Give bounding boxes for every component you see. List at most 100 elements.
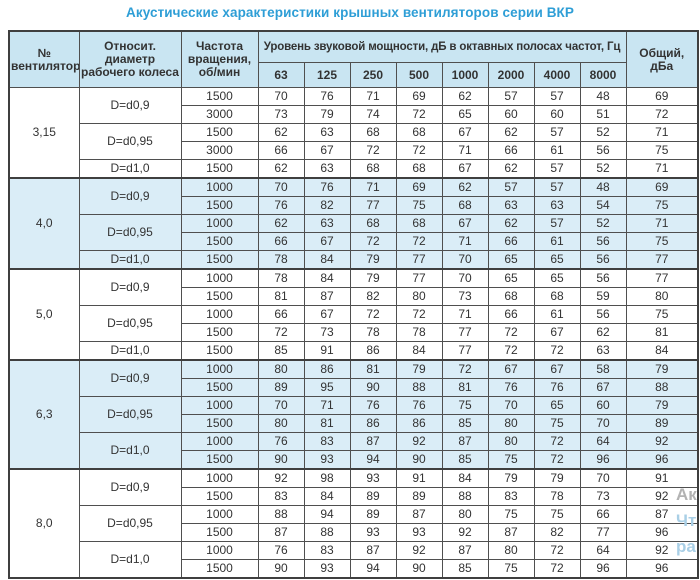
rpm-cell: 1500 [180, 232, 259, 251]
value-cell: 62 [257, 214, 305, 233]
value-cell: 73 [441, 287, 489, 306]
value-cell: 68 [349, 123, 397, 142]
value-cell: 67 [441, 123, 489, 142]
header-freq-1000: 1000 [441, 62, 489, 88]
table-row: 8,0 D=d0,9 1000 92 98 93 91 84 79 79 70 91 [8, 468, 699, 579]
value-cell: 66 [487, 141, 535, 160]
header-row-freqs: 63 125 250 500 1000 2000 4000 8000 [9, 62, 698, 88]
table-row: D=d0,95 1000 62 63 68 68 67 62 57 52 71 [9, 214, 699, 251]
value-cell: 84 [441, 468, 489, 488]
header-freq-250: 250 [349, 62, 397, 88]
value-cell: 91 [395, 468, 443, 488]
value-cell: 76 [257, 541, 305, 560]
value-cell: 92 [441, 523, 489, 542]
total-cell: 75 [625, 232, 699, 251]
value-cell: 90 [395, 450, 443, 470]
table-row: 5,0 D=d0,9 1000 78 84 79 77 70 65 65 56 77 [8, 268, 699, 361]
total-cell: 80 [625, 287, 699, 306]
total-cell: 71 [625, 214, 699, 233]
total-cell: 84 [625, 341, 699, 361]
header-freq-125: 125 [303, 62, 351, 88]
value-cell: 67 [487, 359, 535, 379]
value-cell: 68 [487, 287, 535, 306]
rpm-cell: 1500 [180, 159, 259, 179]
value-cell: 62 [487, 214, 535, 233]
value-cell: 72 [487, 323, 535, 342]
value-cell: 98 [303, 468, 351, 488]
value-cell: 70 [441, 268, 489, 288]
diameter-cell: D=d0,9 [78, 268, 182, 306]
table-row: 1500 83 84 89 89 88 83 78 73 92 [9, 487, 699, 506]
total-cell: 77 [625, 268, 699, 288]
value-cell: 72 [533, 450, 581, 470]
value-cell: 84 [395, 341, 443, 361]
value-cell: 83 [303, 432, 351, 451]
total-cell: 75 [625, 305, 699, 324]
value-cell: 77 [395, 268, 443, 288]
value-cell: 68 [441, 196, 489, 215]
value-cell: 89 [349, 505, 397, 524]
value-cell: 85 [441, 559, 489, 579]
value-cell: 84 [303, 268, 351, 288]
value-cell: 83 [487, 487, 535, 506]
rpm-cell: 1500 [180, 323, 259, 342]
fans-table: № вентилятора Относит. диаметр рабочего … [8, 30, 699, 579]
rpm-cell: 3000 [180, 141, 259, 160]
value-cell: 72 [349, 232, 397, 251]
header-freq-8000: 8000 [579, 62, 627, 88]
value-cell: 65 [487, 268, 535, 288]
value-cell: 58 [579, 359, 627, 379]
value-cell: 70 [257, 87, 305, 106]
value-cell: 52 [579, 123, 627, 142]
header-total: Общий, дБа [625, 30, 699, 88]
value-cell: 66 [257, 141, 305, 160]
table-row: D=d1,0 1500 78 84 79 77 70 65 65 56 77 [9, 250, 699, 270]
value-cell: 86 [349, 341, 397, 361]
table-row: 1500 72 73 78 78 77 72 67 62 81 [9, 323, 699, 342]
value-cell: 80 [257, 359, 305, 379]
value-cell: 67 [303, 141, 351, 160]
value-cell: 62 [487, 123, 535, 142]
value-cell: 78 [349, 323, 397, 342]
table-body: 3,15 D=d0,9 1500 70 76 71 69 62 57 57 48 69 3000 73 79… [8, 87, 699, 579]
table-row: 1500 66 67 72 72 71 66 61 56 75 [9, 232, 699, 251]
value-cell: 72 [533, 559, 581, 579]
rpm-cell: 1500 [180, 250, 259, 270]
value-cell: 56 [579, 250, 627, 270]
table-row: 1500 76 82 77 75 68 63 63 54 75 [9, 196, 699, 215]
value-cell: 96 [579, 559, 627, 579]
value-cell: 90 [257, 450, 305, 470]
value-cell: 75 [487, 505, 535, 524]
table-row: 4,0 D=d0,9 1000 70 76 71 69 62 57 57 48 69 [8, 177, 699, 270]
rpm-cell: 1500 [180, 559, 259, 579]
table-row: 3,15 D=d0,9 1500 70 76 71 69 62 57 57 48 69 [8, 87, 699, 179]
value-cell: 71 [349, 87, 397, 106]
diameter-cell: D=d0,9 [78, 468, 182, 506]
table-row: D=d0,95 1000 70 71 76 76 75 70 65 60 79 [9, 396, 699, 433]
value-cell: 93 [303, 450, 351, 470]
value-cell: 75 [533, 505, 581, 524]
rpm-cell: 1000 [180, 214, 259, 233]
value-cell: 52 [579, 214, 627, 233]
value-cell: 92 [395, 541, 443, 560]
value-cell: 56 [579, 141, 627, 160]
diameter-cell: D=d0,95 [78, 505, 182, 542]
value-cell: 76 [303, 87, 351, 106]
value-cell: 73 [579, 487, 627, 506]
value-cell: 62 [441, 87, 489, 106]
value-cell: 51 [579, 105, 627, 124]
value-cell: 86 [349, 414, 397, 433]
value-cell: 70 [257, 396, 305, 415]
value-cell: 63 [579, 341, 627, 361]
value-cell: 73 [303, 323, 351, 342]
value-cell: 84 [303, 250, 351, 270]
diameter-cell: D=d0,95 [78, 305, 182, 342]
value-cell: 72 [349, 141, 397, 160]
value-cell: 77 [395, 250, 443, 270]
value-cell: 67 [579, 378, 627, 397]
page-title: Акустические характеристики крышных вент… [125, 5, 574, 20]
value-cell: 92 [395, 432, 443, 451]
value-cell: 57 [533, 177, 581, 197]
value-cell: 72 [395, 105, 443, 124]
diameter-cell: D=d0,9 [78, 177, 182, 215]
